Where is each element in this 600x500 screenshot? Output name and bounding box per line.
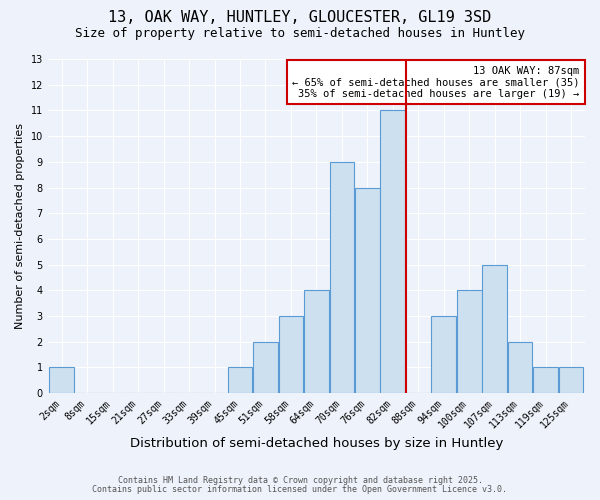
Text: Contains HM Land Registry data © Crown copyright and database right 2025.: Contains HM Land Registry data © Crown c…: [118, 476, 482, 485]
Bar: [304, 290, 329, 393]
Bar: [329, 162, 354, 393]
Bar: [533, 368, 558, 393]
Bar: [380, 110, 405, 393]
Bar: [431, 316, 456, 393]
Text: 13, OAK WAY, HUNTLEY, GLOUCESTER, GL19 3SD: 13, OAK WAY, HUNTLEY, GLOUCESTER, GL19 3…: [109, 10, 491, 25]
Bar: [355, 188, 380, 393]
Bar: [457, 290, 482, 393]
Text: 13 OAK WAY: 87sqm
← 65% of semi-detached houses are smaller (35)
35% of semi-det: 13 OAK WAY: 87sqm ← 65% of semi-detached…: [292, 66, 580, 99]
Text: Size of property relative to semi-detached houses in Huntley: Size of property relative to semi-detach…: [75, 28, 525, 40]
Text: Contains public sector information licensed under the Open Government Licence v3: Contains public sector information licen…: [92, 485, 508, 494]
Bar: [49, 368, 74, 393]
X-axis label: Distribution of semi-detached houses by size in Huntley: Distribution of semi-detached houses by …: [130, 437, 503, 450]
Bar: [559, 368, 583, 393]
Bar: [508, 342, 532, 393]
Bar: [278, 316, 303, 393]
Bar: [253, 342, 278, 393]
Bar: [227, 368, 253, 393]
Bar: [482, 264, 507, 393]
Y-axis label: Number of semi-detached properties: Number of semi-detached properties: [15, 123, 25, 329]
